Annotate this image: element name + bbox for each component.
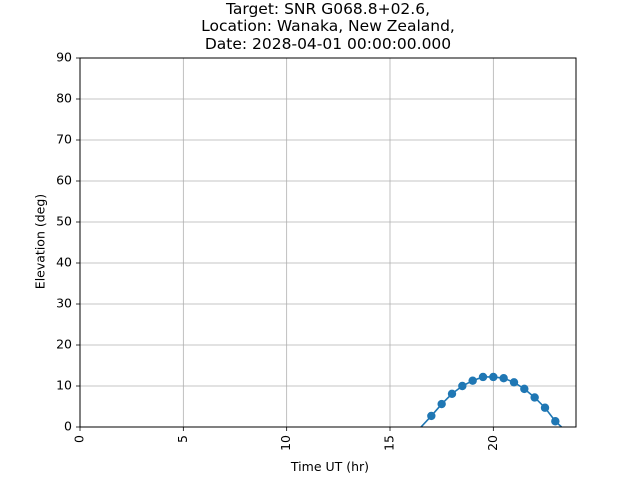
chart-title-line-2: Location: Wanaka, New Zealand,	[201, 17, 455, 35]
y-tick-label: 90	[56, 50, 72, 65]
x-tick-label: 20	[485, 435, 500, 451]
data-point	[530, 393, 539, 402]
data-point	[499, 374, 508, 383]
x-axis-label: Time UT (hr)	[290, 459, 370, 474]
y-tick-label: 20	[56, 337, 72, 352]
data-point	[551, 417, 560, 426]
x-tick-label: 15	[382, 435, 397, 451]
x-tick-label: 0	[72, 435, 87, 443]
x-tick-label: 5	[175, 435, 190, 443]
chart-title-line-3: Date: 2028-04-01 00:00:00.000	[204, 35, 452, 53]
y-tick-label: 30	[56, 296, 72, 311]
y-tick-label: 40	[56, 255, 72, 270]
data-point	[437, 399, 446, 409]
data-point	[427, 411, 436, 421]
data-point	[489, 372, 498, 382]
data-point	[458, 381, 467, 391]
y-tick-label: 10	[56, 378, 72, 393]
data-point	[478, 372, 488, 382]
data-point	[540, 403, 550, 412]
data-point	[468, 376, 477, 385]
data-point	[447, 389, 457, 398]
y-tick-label: 80	[56, 91, 72, 106]
plot-frame	[79, 57, 577, 428]
y-tick-label: 70	[56, 132, 72, 147]
data-point	[509, 378, 519, 387]
y-tick-label: 50	[56, 214, 72, 229]
y-tick-label: 0	[64, 419, 72, 434]
y-tick-label: 60	[56, 173, 72, 188]
chart-title-line-1: Target: SNR G068.8+02.6,	[225, 0, 431, 18]
data-point	[520, 384, 529, 394]
y-axis-label: Elevation (deg)	[32, 193, 48, 290]
x-tick-label: 10	[278, 435, 293, 451]
